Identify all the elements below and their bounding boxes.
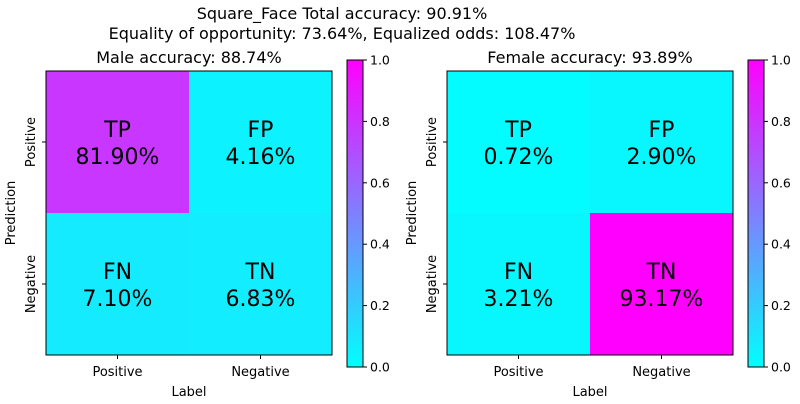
- female-ytick-label: Positive: [425, 117, 440, 167]
- male-axes-frame: [45, 70, 333, 356]
- female-colorbar-tick-label: 1.0: [771, 53, 791, 68]
- female-colorbar-tick-label: 0.6: [771, 175, 791, 190]
- female-colorbar: [748, 60, 764, 367]
- male-colorbar-tick-label: 0.8: [370, 114, 390, 129]
- male-colorbar-tick-label: 1.0: [370, 53, 390, 68]
- female-xtick-label: Negative: [632, 365, 690, 380]
- male-cell-fp-value: 4.16%: [226, 145, 296, 170]
- male-cell-tp-label: TP: [103, 118, 131, 143]
- female-cell-fp-label: FP: [649, 118, 675, 143]
- suptitle-line-2: Equality of opportunity: 73.64%, Equaliz…: [109, 24, 576, 43]
- male-cell-fp: [189, 71, 332, 213]
- female-ytick-label: Negative: [425, 255, 440, 313]
- male-cell-fn-label: FN: [103, 260, 132, 285]
- male-colorbar-frame: [346, 59, 364, 368]
- male-cell-tn-label: TN: [245, 260, 276, 285]
- male-cell-tp: [46, 71, 189, 213]
- female-xtick-label: Positive: [493, 365, 543, 380]
- male-axes-title: Male accuracy: 88.74%: [96, 48, 282, 67]
- female-cell-tn-value: 93.17%: [620, 287, 704, 312]
- female-axes-title: Female accuracy: 93.89%: [487, 48, 692, 67]
- suptitle-line-1: Square_Face Total accuracy: 90.91%: [197, 4, 488, 24]
- female-colorbar-tick-label: 0.0: [771, 360, 791, 375]
- female-cell-fn-label: FN: [504, 260, 533, 285]
- female-cell-tn: [590, 213, 733, 355]
- male-cell-fn: [46, 213, 189, 355]
- male-cell-fp-label: FP: [248, 118, 274, 143]
- female-cell-fp: [590, 71, 733, 213]
- female-cell-fn: [447, 213, 590, 355]
- female-cell-tp-value: 0.72%: [484, 145, 554, 170]
- male-cell-tp-value: 81.90%: [76, 145, 160, 170]
- male-ylabel: Prediction: [4, 181, 19, 246]
- male-ytick-label: Negative: [24, 255, 39, 313]
- male-colorbar: [347, 60, 363, 367]
- male-xlabel: Label: [171, 385, 206, 400]
- male-colorbar-tick-label: 0.4: [370, 237, 390, 252]
- male-colorbar-tick-label: 0.6: [370, 175, 390, 190]
- female-colorbar-frame: [747, 59, 765, 368]
- male-cell-tn: [189, 213, 332, 355]
- male-colorbar-tick-label: 0.2: [370, 298, 390, 313]
- female-cell-tp: [447, 71, 590, 213]
- female-colorbar-tick-label: 0.4: [771, 237, 791, 252]
- female-cell-fp-value: 2.90%: [627, 145, 697, 170]
- female-axes-frame: [446, 70, 734, 356]
- male-ytick-label: Positive: [24, 117, 39, 167]
- male-xtick-label: Positive: [92, 365, 142, 380]
- female-colorbar-tick-label: 0.2: [771, 298, 791, 313]
- male-xtick-label: Negative: [231, 365, 289, 380]
- male-cell-fn-value: 7.10%: [83, 287, 153, 312]
- female-cell-tn-label: TN: [646, 260, 677, 285]
- male-cell-tn-value: 6.83%: [226, 287, 296, 312]
- female-colorbar-tick-label: 0.8: [771, 114, 791, 129]
- female-xlabel: Label: [572, 385, 607, 400]
- female-cell-tp-label: TP: [504, 118, 532, 143]
- male-colorbar-tick-label: 0.0: [370, 360, 390, 375]
- female-ylabel: Prediction: [405, 181, 420, 246]
- female-cell-fn-value: 3.21%: [484, 287, 554, 312]
